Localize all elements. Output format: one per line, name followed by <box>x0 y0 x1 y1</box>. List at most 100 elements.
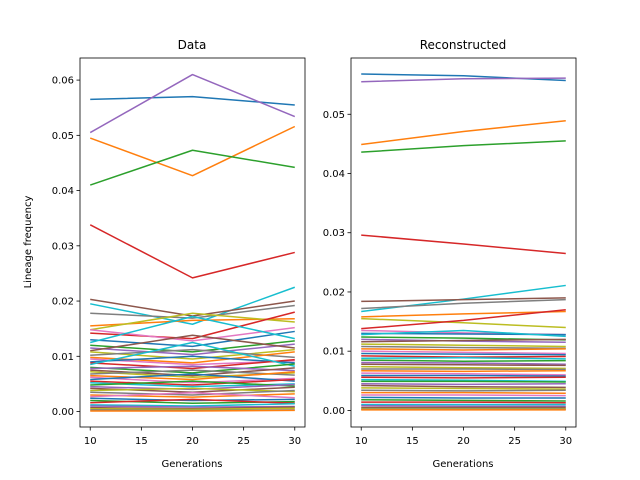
data-series-line-41 <box>90 392 295 399</box>
reconstructed-x-tick-label: 20 <box>457 436 470 447</box>
data-x-tick-label: 20 <box>186 436 199 447</box>
reconstructed-y-tick-label: 0.04 <box>323 169 345 180</box>
reconstructed-series-line-19 <box>361 345 566 349</box>
data-series-line-33 <box>90 378 295 386</box>
data-series-line-38 <box>90 387 295 393</box>
reconstructed-y-tick-label: 0.01 <box>323 347 345 358</box>
reconstructed-series-line-35 <box>361 380 566 383</box>
data-series-line-32 <box>90 373 295 382</box>
reconstructed-series-line-27 <box>361 363 566 367</box>
data-x-tick-label: 10 <box>84 436 97 447</box>
reconstructed-series-line-26 <box>361 361 566 365</box>
data-x-tick-label: 25 <box>237 436 250 447</box>
data-series-line-14 <box>90 315 295 344</box>
reconstructed-series-line-10 <box>361 317 566 329</box>
reconstructed-series-line-14 <box>361 329 566 338</box>
reconstructed-series-line-42 <box>361 396 566 399</box>
data-series-layer <box>89 73 296 412</box>
reconstructed-series-line-22 <box>361 352 566 356</box>
data-series-line-4 <box>89 149 295 186</box>
data-series-line-44 <box>90 398 295 404</box>
data-series-line-31 <box>90 376 295 384</box>
reconstructed-y-tick-label: 0.05 <box>323 110 345 121</box>
reconstructed-series-line-11 <box>361 308 566 330</box>
data-x-ticks: 10 15 20 25 30 <box>84 427 301 447</box>
reconstructed-axes-frame <box>350 57 577 428</box>
data-y-tick-label: 0.02 <box>52 297 74 308</box>
reconstructed-series-line-39 <box>361 389 566 392</box>
reconstructed-x-tick-label: 25 <box>508 436 521 447</box>
reconstructed-x-axis-label: Generations <box>433 459 494 470</box>
data-series-line-23 <box>90 358 295 370</box>
data-series-line-26 <box>90 365 295 372</box>
data-series-line-35 <box>90 380 295 387</box>
reconstructed-series-line-25 <box>361 359 566 363</box>
data-series-line-10 <box>90 312 295 331</box>
reconstructed-series-line-34 <box>361 378 566 383</box>
data-series-line-13 <box>90 330 295 348</box>
reconstructed-series-line-28 <box>361 365 566 370</box>
reconstructed-series-line-44 <box>361 401 566 404</box>
data-x-tick-label: 15 <box>135 436 148 447</box>
reconstructed-series-line-36 <box>361 383 566 386</box>
data-series-line-24 <box>90 341 295 367</box>
reconstructed-series-line-5 <box>361 234 566 255</box>
reconstructed-series-line-30 <box>361 369 566 373</box>
data-series-line-18 <box>90 348 295 360</box>
data-subplot-title: Data <box>178 38 207 52</box>
data-series-line-11 <box>90 311 295 340</box>
reconstructed-series-line-7 <box>361 297 566 303</box>
reconstructed-series-line-37 <box>361 384 566 389</box>
data-y-tick-label: 0.01 <box>52 352 74 363</box>
reconstructed-series-line-8 <box>361 298 566 310</box>
data-series-line-17 <box>90 334 295 352</box>
reconstructed-series-line-21 <box>361 350 566 355</box>
data-y-ticks: 0.00 0.01 0.02 0.03 0.04 0.05 0.06 <box>52 76 80 418</box>
data-x-tick-label: 30 <box>288 436 301 447</box>
data-y-tick-label: 0.06 <box>52 76 74 87</box>
data-series-line-16 <box>90 343 295 356</box>
data-series-line-6 <box>90 286 296 326</box>
reconstructed-series-line-18 <box>361 343 566 348</box>
data-series-line-39 <box>90 389 295 396</box>
reconstructed-series-line-24 <box>361 356 566 360</box>
data-y-tick-label: 0.04 <box>52 186 74 197</box>
data-axes-frame <box>79 57 306 428</box>
data-x-axis-label: Generations <box>162 459 223 470</box>
reconstructed-series-line-20 <box>361 348 566 351</box>
reconstructed-y-tick-label: 0.03 <box>323 228 345 239</box>
reconstructed-y-tick-label: 0.02 <box>323 287 345 298</box>
data-series-line-46 <box>90 405 295 408</box>
reconstructed-series-line-46 <box>361 404 566 408</box>
reconstructed-x-tick-label: 15 <box>406 436 419 447</box>
data-series-line-48 <box>90 407 295 411</box>
data-y-axis-label: Lineage frequency <box>23 196 34 289</box>
data-series-line-22 <box>90 355 295 364</box>
data-series-line-29 <box>90 369 295 376</box>
data-y-tick-label: 0.00 <box>52 407 74 418</box>
reconstructed-series-line-29 <box>361 368 566 371</box>
data-y-tick-label: 0.03 <box>52 241 74 252</box>
reconstructed-subplot: Reconstructed 10 15 20 25 30 0.000.010.020.0… <box>323 38 577 470</box>
data-series-line-36 <box>90 383 295 391</box>
reconstructed-x-tick-label: 30 <box>559 436 572 447</box>
reconstructed-subplot-title: Reconstructed <box>420 38 507 52</box>
data-subplot: Data 10 15 20 25 30 0.00 0.01 0.02 0.03 0.04 0.05… <box>23 38 306 470</box>
reconstructed-series-line-31 <box>361 372 566 376</box>
reconstructed-x-tick-label: 10 <box>355 436 368 447</box>
reconstructed-series-line-4 <box>361 140 566 153</box>
reconstructed-series-line-2 <box>361 77 566 83</box>
data-series-line-3 <box>89 125 296 177</box>
reconstructed-series-line-32 <box>361 374 566 377</box>
data-series-line-42 <box>90 397 295 402</box>
reconstructed-y-ticks: 0.00 0.01 0.02 0.03 0.04 0.05 <box>323 110 351 417</box>
data-series-line-2 <box>89 73 296 134</box>
reconstructed-y-tick-label: 0.00 <box>323 406 345 417</box>
reconstructed-x-ticks: 10 15 20 25 30 <box>355 427 572 447</box>
data-series-line-50 <box>90 409 295 412</box>
reconstructed-series-layer <box>361 73 566 411</box>
data-series-line-5 <box>89 224 295 279</box>
reconstructed-series-line-40 <box>361 391 566 394</box>
